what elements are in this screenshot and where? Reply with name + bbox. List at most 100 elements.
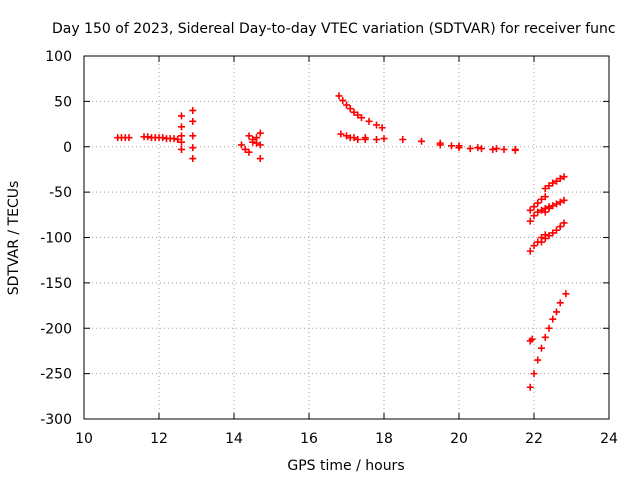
data-point <box>189 117 197 125</box>
data-point <box>178 123 185 131</box>
y-tick-label: 50 <box>54 94 72 110</box>
data-point <box>144 133 152 141</box>
data-point <box>545 324 553 332</box>
series-s17 <box>526 335 536 345</box>
data-point <box>159 134 167 142</box>
series-s18 <box>526 290 570 391</box>
series-s3 <box>178 112 185 153</box>
data-point <box>526 383 534 391</box>
data-point <box>337 130 345 138</box>
series-s12 <box>526 203 553 225</box>
data-point <box>528 335 536 343</box>
series-s5 <box>238 134 264 156</box>
data-point <box>170 135 178 143</box>
data-point <box>373 121 380 129</box>
data-point <box>365 117 373 125</box>
y-axis-label: SDTVAR / TECUs <box>6 181 22 296</box>
x-tick-label: 18 <box>375 431 393 447</box>
data-point <box>500 145 508 153</box>
data-point <box>541 184 549 192</box>
data-point <box>399 135 407 143</box>
data-point <box>448 142 455 150</box>
data-point <box>562 290 570 298</box>
y-tick-label: 0 <box>63 140 72 156</box>
data-point <box>189 106 197 114</box>
data-point <box>335 92 343 100</box>
series-s14 <box>541 196 568 216</box>
data-point <box>534 199 542 207</box>
y-tick-label: -250 <box>40 367 72 383</box>
data-point <box>526 247 534 255</box>
data-point <box>530 370 538 378</box>
data-point <box>538 206 545 214</box>
data-point <box>339 96 347 104</box>
data-point <box>545 204 553 212</box>
data-point <box>549 315 557 323</box>
data-point <box>538 195 545 203</box>
data-point <box>346 134 354 142</box>
x-tick-label: 14 <box>225 431 243 447</box>
data-point <box>256 129 264 137</box>
data-points <box>114 92 570 391</box>
data-point <box>534 208 542 216</box>
data-point <box>549 229 557 237</box>
data-point <box>253 139 260 147</box>
y-tick-label: 100 <box>45 49 72 65</box>
y-tick-label: -50 <box>49 185 72 201</box>
data-point <box>178 112 185 120</box>
data-point <box>553 226 560 234</box>
data-point <box>174 135 182 143</box>
data-point <box>556 198 564 206</box>
x-axis-label: GPS time / hours <box>287 458 404 474</box>
data-point <box>549 202 557 210</box>
series-s15 <box>526 231 549 255</box>
data-point <box>238 141 245 149</box>
data-point <box>346 105 354 113</box>
data-point <box>541 333 549 341</box>
series-s4 <box>189 106 197 163</box>
data-point <box>541 193 549 201</box>
x-tick-label: 12 <box>150 431 168 447</box>
x-tick-label: 16 <box>300 431 318 447</box>
data-point <box>455 144 463 152</box>
data-point <box>241 145 249 153</box>
data-point <box>556 175 564 183</box>
data-point <box>256 141 264 149</box>
data-point <box>354 135 362 143</box>
plot-frame <box>83 55 610 420</box>
data-point <box>538 344 545 352</box>
data-point <box>538 238 545 246</box>
data-point <box>189 132 197 140</box>
data-point <box>553 308 560 316</box>
data-point <box>541 208 549 216</box>
data-point <box>418 137 425 145</box>
data-point <box>178 145 185 153</box>
data-point <box>249 135 257 143</box>
x-tick-label: 24 <box>600 431 618 447</box>
data-point <box>354 111 362 119</box>
data-point <box>373 135 380 143</box>
series-s6 <box>245 129 264 163</box>
data-point <box>189 144 197 152</box>
data-point <box>526 217 534 225</box>
data-point <box>178 138 185 146</box>
data-point <box>560 173 568 181</box>
data-point <box>556 223 564 231</box>
data-point <box>530 242 538 250</box>
series-s13 <box>541 173 568 192</box>
data-point <box>358 114 365 122</box>
data-point <box>560 219 568 227</box>
data-point <box>549 179 557 187</box>
y-tick-label: -200 <box>40 321 72 337</box>
data-point <box>545 182 553 190</box>
series-s1 <box>114 134 133 142</box>
data-point <box>125 134 133 142</box>
series-s10 <box>436 141 519 154</box>
data-point <box>560 196 568 204</box>
axis-ticks <box>83 55 610 420</box>
series-s9 <box>346 134 380 143</box>
data-point <box>343 132 350 140</box>
data-point <box>478 145 485 153</box>
series-s7 <box>335 92 386 132</box>
data-point <box>526 206 534 214</box>
